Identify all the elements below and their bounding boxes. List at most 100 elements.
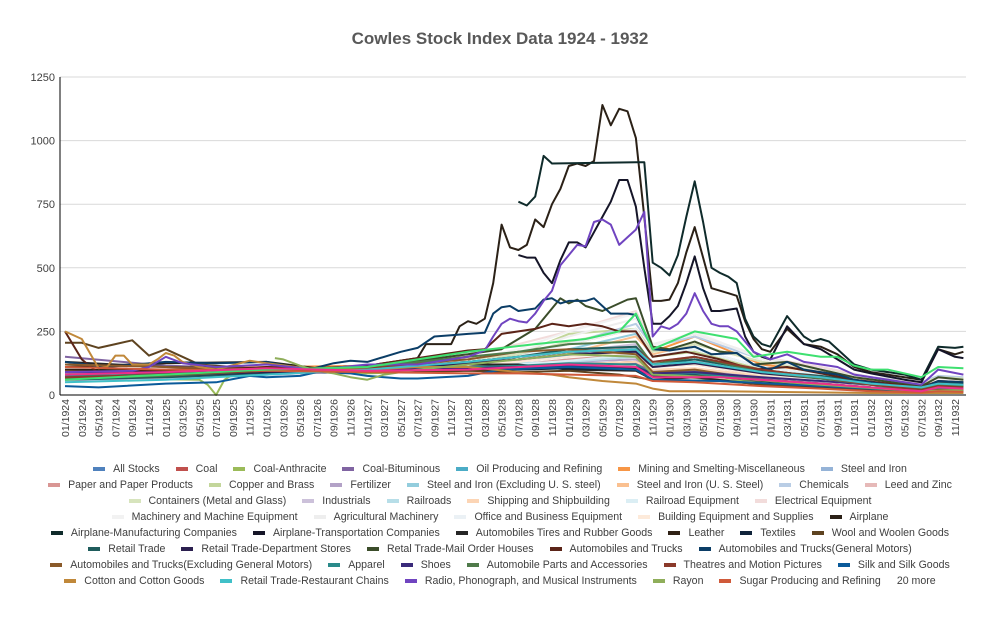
series-line-retal-trade-mail-order-houses	[64, 297, 964, 388]
legend-label: Leather	[688, 527, 725, 539]
x-tick-label: 11/1925	[245, 399, 257, 436]
legend-item: Coal-Anthracite	[233, 461, 326, 477]
legend-item: Coal-Bituminous	[342, 461, 440, 477]
x-tick-label: 11/1932	[950, 399, 962, 436]
x-tick-label: 05/1927	[396, 399, 408, 437]
x-tick-label: 05/1924	[94, 399, 106, 437]
x-axis-tick-labels: 01/1924 03/1924 05/1924 07/1924 09/1924 11/19…	[60, 399, 962, 437]
legend-label: Containers (Metal and Glass)	[148, 495, 287, 507]
legend-item: Sugar Producing and Refining	[719, 573, 881, 589]
legend-swatch	[252, 531, 265, 535]
x-tick-label: 03/1928	[480, 399, 492, 437]
x-tick-label: 03/1931	[782, 399, 794, 437]
legend-swatch	[175, 467, 188, 471]
legend-label: Apparel	[348, 559, 385, 571]
legend-item: Leed and Zinc	[864, 477, 952, 493]
x-tick-label: 01/1924	[60, 399, 72, 437]
legend-item: Airplane	[829, 509, 888, 525]
legend-item: Coal	[175, 461, 217, 477]
legend-label: Electrical Equipment	[774, 495, 872, 507]
y-tick-label: 1000	[31, 136, 55, 148]
legend-item: Automobiles and Trucks	[549, 541, 683, 557]
legend-label: Mining and Smelting-Miscellaneous	[638, 463, 805, 475]
legend-swatch	[467, 499, 480, 503]
legend-label: Automobiles and Trucks(General Motors)	[718, 543, 912, 555]
legend-swatch	[406, 483, 419, 487]
x-tick-label: 07/1924	[110, 399, 122, 437]
x-tick-label: 01/1931	[765, 399, 777, 437]
x-tick-label: 05/1925	[194, 399, 206, 437]
legend-item: Containers (Metal and Glass)	[128, 493, 287, 509]
legend-label: Steel and Iron (U. S. Steel)	[636, 479, 764, 491]
y-tick-label: 750	[37, 199, 55, 211]
legend-swatch	[837, 563, 850, 567]
legend-label: Shipping and Shipbuilding	[487, 495, 610, 507]
legend-swatch	[313, 515, 326, 519]
legend-swatch	[220, 579, 233, 583]
series-line-airplane	[64, 104, 964, 381]
legend-swatch	[48, 483, 61, 487]
gridlines	[60, 76, 966, 332]
legend-item: Machinery and Machine Equipment	[111, 509, 298, 525]
x-tick-label: 05/1928	[497, 399, 509, 437]
legend-item: Wool and Woolen Goods	[811, 525, 950, 541]
legend-item: Shoes	[400, 557, 451, 573]
legend-swatch	[454, 515, 467, 519]
x-tick-label: 03/1930	[681, 399, 693, 437]
x-tick-label: 05/1930	[698, 399, 710, 437]
legend-swatch	[366, 547, 379, 551]
legend-item: Retail Trade	[88, 541, 165, 557]
legend-item: Retail Trade-Department Stores	[181, 541, 351, 557]
x-tick-label: 01/1932	[866, 399, 878, 437]
legend-label: Copper and Brass	[228, 479, 315, 491]
legend-swatch	[698, 547, 711, 551]
legend-item: Automobile Parts and Accessories	[466, 557, 648, 573]
legend-item: Paper and Paper Products	[48, 477, 193, 493]
series-line-unlabeled-47	[64, 312, 964, 381]
legend-item: Railroad Equipment	[625, 493, 739, 509]
legend-label: Industrials	[322, 495, 371, 507]
legend-label: Automobiles Tires and Rubber Goods	[475, 527, 653, 539]
x-tick-label: 01/1929	[564, 399, 576, 437]
legend-item: Railroads	[386, 493, 451, 509]
legend-swatch	[233, 467, 246, 471]
x-tick-label: 09/1925	[228, 399, 240, 437]
chart-title: Cowles Stock Index Data 1924 - 1932	[351, 29, 649, 48]
legend-item: Shipping and Shipbuilding	[467, 493, 610, 509]
x-tick-label: 11/1928	[547, 399, 559, 436]
legend-item: Apparel	[328, 557, 385, 573]
x-tick-label: 09/1928	[530, 399, 542, 437]
legend-item: Oil Producing and Refining	[456, 461, 602, 477]
legend-label: All Stocks	[113, 463, 160, 475]
x-tick-label: 09/1929	[631, 399, 643, 437]
legend-more-button[interactable]: 20 more	[896, 575, 936, 587]
x-tick-label: 01/1930	[665, 399, 677, 437]
legend-label: Airplane-Transportation Companies	[272, 527, 440, 539]
x-tick-label: 07/1929	[614, 399, 626, 437]
legend-swatch	[663, 563, 676, 567]
x-tick-label: 09/1931	[832, 399, 844, 437]
legend-label: Retail Trade	[108, 543, 166, 555]
legend-item: Retal Trade-Mail Order Houses	[366, 541, 534, 557]
legend-item: Fertilizer	[330, 477, 391, 493]
x-tick-label: 01/1928	[463, 399, 475, 437]
legend-swatch	[668, 531, 681, 535]
x-tick-label: 07/1926	[312, 399, 324, 437]
x-tick-label: 11/1929	[648, 399, 660, 436]
legend: All Stocks Coal Coal-Anthracite Coal-Bitumi…	[40, 461, 960, 589]
legend-swatch	[330, 483, 343, 487]
legend-swatch	[652, 579, 665, 583]
x-tick-label: 09/1932	[933, 399, 945, 437]
legend-swatch	[754, 499, 767, 503]
legend-label: Wool and Woolen Goods	[831, 527, 950, 539]
legend-swatch	[404, 579, 417, 583]
legend-label: Railroad Equipment	[645, 495, 739, 507]
legend-item: Silk and Silk Goods	[837, 557, 950, 573]
x-tick-label: 07/1932	[916, 399, 928, 437]
legend-item: Cotton and Cotton Goods	[64, 573, 204, 589]
legend-item: Airplane-Manufacturing Companies	[50, 525, 237, 541]
legend-swatch	[50, 531, 63, 535]
y-tick-label: 250	[37, 326, 55, 338]
x-tick-label: 03/1929	[581, 399, 593, 437]
x-tick-label: 11/1926	[345, 399, 357, 436]
